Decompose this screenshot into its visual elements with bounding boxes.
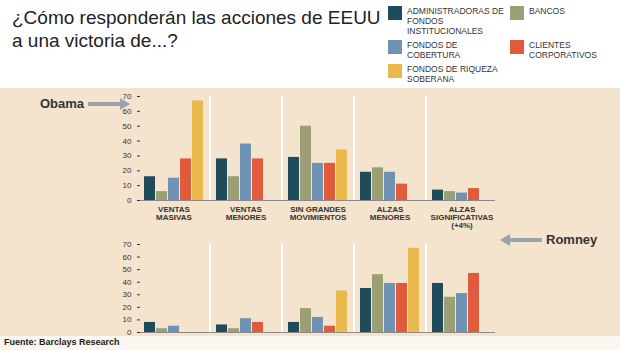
- svg-text:10: 10: [123, 315, 132, 324]
- svg-text:ALZASMENORES: ALZASMENORES: [370, 205, 411, 222]
- svg-text:50: 50: [123, 265, 132, 274]
- svg-text:40: 40: [123, 278, 132, 287]
- svg-text:20: 20: [123, 166, 132, 175]
- svg-text:70: 70: [123, 92, 132, 101]
- html-text:CLIENTES CORPORATIVOS: CLIENTES CORPORATIVOS: [529, 40, 597, 60]
- svg-text:50: 50: [123, 122, 132, 131]
- html-text:BANCOS: BANCOS: [529, 6, 565, 16]
- html-text:Obama: Obama: [40, 96, 85, 111]
- html-text:Fuente: Barclays Research: Fuente: Barclays Research: [4, 337, 120, 347]
- svg-text:ALZASSIGNIFICATIVAS(+4%): ALZASSIGNIFICATIVAS(+4%): [431, 205, 494, 230]
- svg-text:40: 40: [123, 137, 132, 146]
- svg-text:20: 20: [123, 303, 132, 312]
- svg-text:30: 30: [123, 151, 132, 160]
- html-text:Romney: Romney: [546, 232, 598, 247]
- svg-text:30: 30: [123, 290, 132, 299]
- html-text:¿Cómo responderán las acciones: ¿Cómo responderán las acciones de EEUU a…: [12, 7, 381, 51]
- svg-text:60: 60: [123, 107, 132, 116]
- svg-text:10: 10: [123, 181, 132, 190]
- svg-text:70: 70: [123, 240, 132, 249]
- html-text:FONDOS DE COBERTURA: FONDOS DE COBERTURA: [407, 40, 461, 60]
- svg-text:0: 0: [127, 328, 132, 336]
- html-text:FONDOS DE RIQUEZA SOBERANA: FONDOS DE RIQUEZA SOBERANA: [407, 64, 498, 84]
- svg-text:VENTASMENORES: VENTASMENORES: [226, 205, 267, 222]
- html-text:ADMINISTRADORAS DE FONDOS INST: ADMINISTRADORAS DE FONDOS INSTITUCIONALE…: [407, 6, 504, 36]
- svg-text:0: 0: [127, 196, 132, 205]
- svg-text:60: 60: [123, 253, 132, 262]
- svg-text:SIN GRANDESMOVIMIENTOS: SIN GRANDESMOVIMIENTOS: [290, 205, 347, 222]
- svg-text:VENTASMASIVAS: VENTASMASIVAS: [156, 205, 193, 222]
